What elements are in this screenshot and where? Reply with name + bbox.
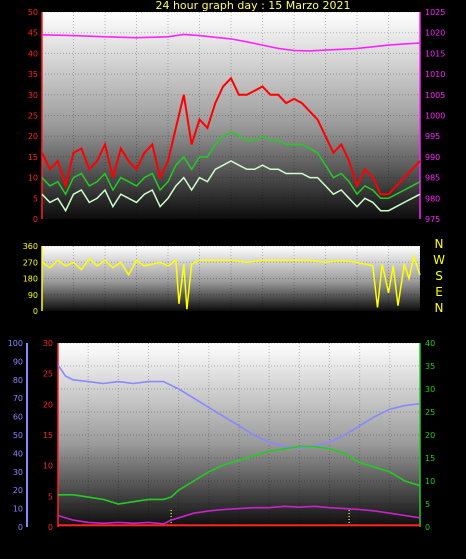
series-avg (41, 131, 421, 200)
wind-x-tick-16: 16 (289, 231, 299, 240)
wind-y-tick-35: 35 (28, 70, 38, 79)
humidity-y-tick-80: 80 (13, 376, 23, 385)
wind-x-tick-14: 14 (257, 231, 267, 240)
humidity-y-tick-90: 90 (13, 357, 23, 366)
series-pressure (41, 33, 421, 52)
pressure-y-tick-1015: 1015 (425, 49, 445, 58)
pressure-y-tick-1025: 1025 (425, 8, 445, 17)
compass-label-2: S (435, 269, 443, 283)
temp-y-tick-20: 20 (425, 431, 435, 440)
chart-title: 24 hour graph day : 15 Marzo 2021 (155, 0, 350, 12)
wind-x-tick-20: 20 (352, 231, 362, 240)
wind-y-tick-50: 50 (28, 8, 38, 17)
temp-y-tick-15: 15 (425, 454, 435, 463)
temp-x-tick-00: 00 (415, 538, 425, 547)
humidity-y-tick-40: 40 (13, 449, 23, 458)
temp-x-tick-04: 04 (113, 538, 123, 547)
rain-y-tick-0: 0 (48, 523, 53, 532)
wind-x-tick-10: 10 (194, 231, 204, 240)
temp-x-tick-10: 10 (204, 538, 214, 547)
temp-x-tick-14: 14 (264, 538, 274, 547)
direction-y-tick-180: 180 (23, 275, 38, 284)
rain-y-tick-20: 20 (43, 400, 53, 409)
wind-y-tick-20: 20 (28, 132, 38, 141)
pressure-y-tick-1020: 1020 (425, 29, 445, 38)
temp-panel-background (58, 343, 420, 527)
humidity-y-tick-70: 70 (13, 394, 23, 403)
temp-x-tick-12: 12 (234, 538, 244, 547)
humidity-y-tick-30: 30 (13, 468, 23, 477)
temp-y-tick-10: 10 (425, 477, 435, 486)
wind-x-tick-12: 12 (226, 231, 236, 240)
humidity-y-tick-50: 50 (13, 431, 23, 440)
compass-label-3: E (435, 285, 443, 299)
direction-y-tick-360: 360 (23, 242, 38, 251)
series-humidity (57, 364, 421, 449)
wind-x-tick-22: 22 (383, 231, 393, 240)
humidity-y-tick-60: 60 (13, 413, 23, 422)
direction-y-tick-270: 270 (23, 258, 38, 267)
pressure-y-tick-1005: 1005 (425, 91, 445, 100)
wind-y-tick-5: 5 (33, 194, 38, 203)
series-gust (41, 76, 421, 196)
wind-x-tick-06: 06 (131, 231, 141, 240)
wind-y-tick-25: 25 (28, 112, 38, 121)
temp-y-tick-5: 5 (425, 500, 430, 509)
series-speed (41, 160, 421, 213)
compass-label-1: W (433, 253, 445, 267)
temp-y-tick-0: 0 (425, 523, 430, 532)
wind-y-tick-10: 10 (28, 174, 38, 183)
temp-x-tick-16: 16 (294, 538, 304, 547)
wind-y-tick-30: 30 (28, 91, 38, 100)
temp-y-tick-35: 35 (425, 362, 435, 371)
temp-y-tick-30: 30 (425, 385, 435, 394)
wind-x-tick-08: 08 (163, 231, 173, 240)
series-temperature (58, 445, 421, 505)
humidity-y-tick-0: 0 (18, 523, 23, 532)
humidity-y-tick-100: 100 (8, 339, 23, 348)
rain-y-tick-30: 30 (43, 339, 53, 348)
wind-x-tick-04: 04 (100, 231, 110, 240)
rain-y-tick-15: 15 (43, 431, 53, 440)
wind-x-tick-00: 00 (415, 231, 425, 240)
wind-y-tick-0: 0 (33, 215, 38, 224)
direction-y-tick-0: 0 (33, 307, 38, 316)
pressure-y-tick-990: 990 (425, 153, 440, 162)
series-direction (41, 254, 421, 310)
direction-panel-background (42, 246, 420, 311)
temp-x-tick-02: 02 (83, 538, 93, 547)
rain-y-tick-25: 25 (43, 370, 53, 379)
wind-y-tick-40: 40 (28, 49, 38, 58)
temp-y-tick-25: 25 (425, 408, 435, 417)
humidity-y-tick-20: 20 (13, 486, 23, 495)
temp-x-tick-22: 22 (385, 538, 395, 547)
temp-x-tick-18: 18 (324, 538, 334, 547)
humidity-y-tick-10: 10 (13, 505, 23, 514)
pressure-y-tick-975: 975 (425, 215, 440, 224)
temp-x-tick-06: 06 (143, 538, 153, 547)
series-dewpoint (57, 505, 421, 525)
compass-label-4: N (435, 301, 444, 315)
temp-x-tick-08: 08 (174, 538, 184, 547)
direction-y-tick-90: 90 (28, 291, 38, 300)
wind-y-tick-45: 45 (28, 29, 38, 38)
rain-y-tick-5: 5 (48, 492, 53, 501)
temp-x-tick-20: 20 (355, 538, 365, 547)
pressure-y-tick-1000: 1000 (425, 112, 445, 121)
wind-x-tick-18: 18 (320, 231, 330, 240)
wind-x-tick-02: 02 (68, 231, 78, 240)
temp-y-tick-40: 40 (425, 339, 435, 348)
pressure-y-tick-1010: 1010 (425, 70, 445, 79)
rain-y-tick-10: 10 (43, 462, 53, 471)
pressure-y-tick-980: 980 (425, 194, 440, 203)
compass-label-0: N (435, 237, 444, 251)
wind-y-tick-15: 15 (28, 153, 38, 162)
pressure-y-tick-985: 985 (425, 174, 440, 183)
pressure-y-tick-995: 995 (425, 132, 440, 141)
